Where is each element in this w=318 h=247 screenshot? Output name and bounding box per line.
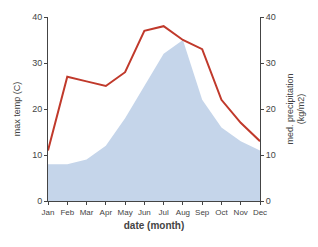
svg-text:30: 30 <box>32 58 42 68</box>
svg-text:Sep: Sep <box>195 208 210 217</box>
svg-text:Apr: Apr <box>100 208 113 217</box>
svg-text:Aug: Aug <box>176 208 190 217</box>
svg-text:max temp (C): max temp (C) <box>12 82 22 137</box>
svg-text:10: 10 <box>266 150 276 160</box>
svg-text:20: 20 <box>32 104 42 114</box>
svg-text:Jun: Jun <box>138 208 151 217</box>
svg-text:Feb: Feb <box>60 208 74 217</box>
svg-text:40: 40 <box>32 12 42 22</box>
svg-text:Mar: Mar <box>80 208 94 217</box>
svg-text:date (month): date (month) <box>124 220 185 231</box>
svg-text:Jan: Jan <box>42 208 55 217</box>
svg-text:Jul: Jul <box>159 208 169 217</box>
svg-text:Oct: Oct <box>215 208 228 217</box>
svg-text:0: 0 <box>266 196 271 206</box>
svg-text:30: 30 <box>266 58 276 68</box>
svg-text:Dec: Dec <box>253 208 267 217</box>
svg-text:0: 0 <box>37 196 42 206</box>
svg-text:10: 10 <box>32 150 42 160</box>
svg-text:40: 40 <box>266 12 276 22</box>
svg-text:May: May <box>118 208 133 217</box>
svg-text:20: 20 <box>266 104 276 114</box>
svg-text:med. precipitation(kg/m2): med. precipitation(kg/m2) <box>285 73 307 144</box>
svg-text:Nov: Nov <box>234 208 248 217</box>
